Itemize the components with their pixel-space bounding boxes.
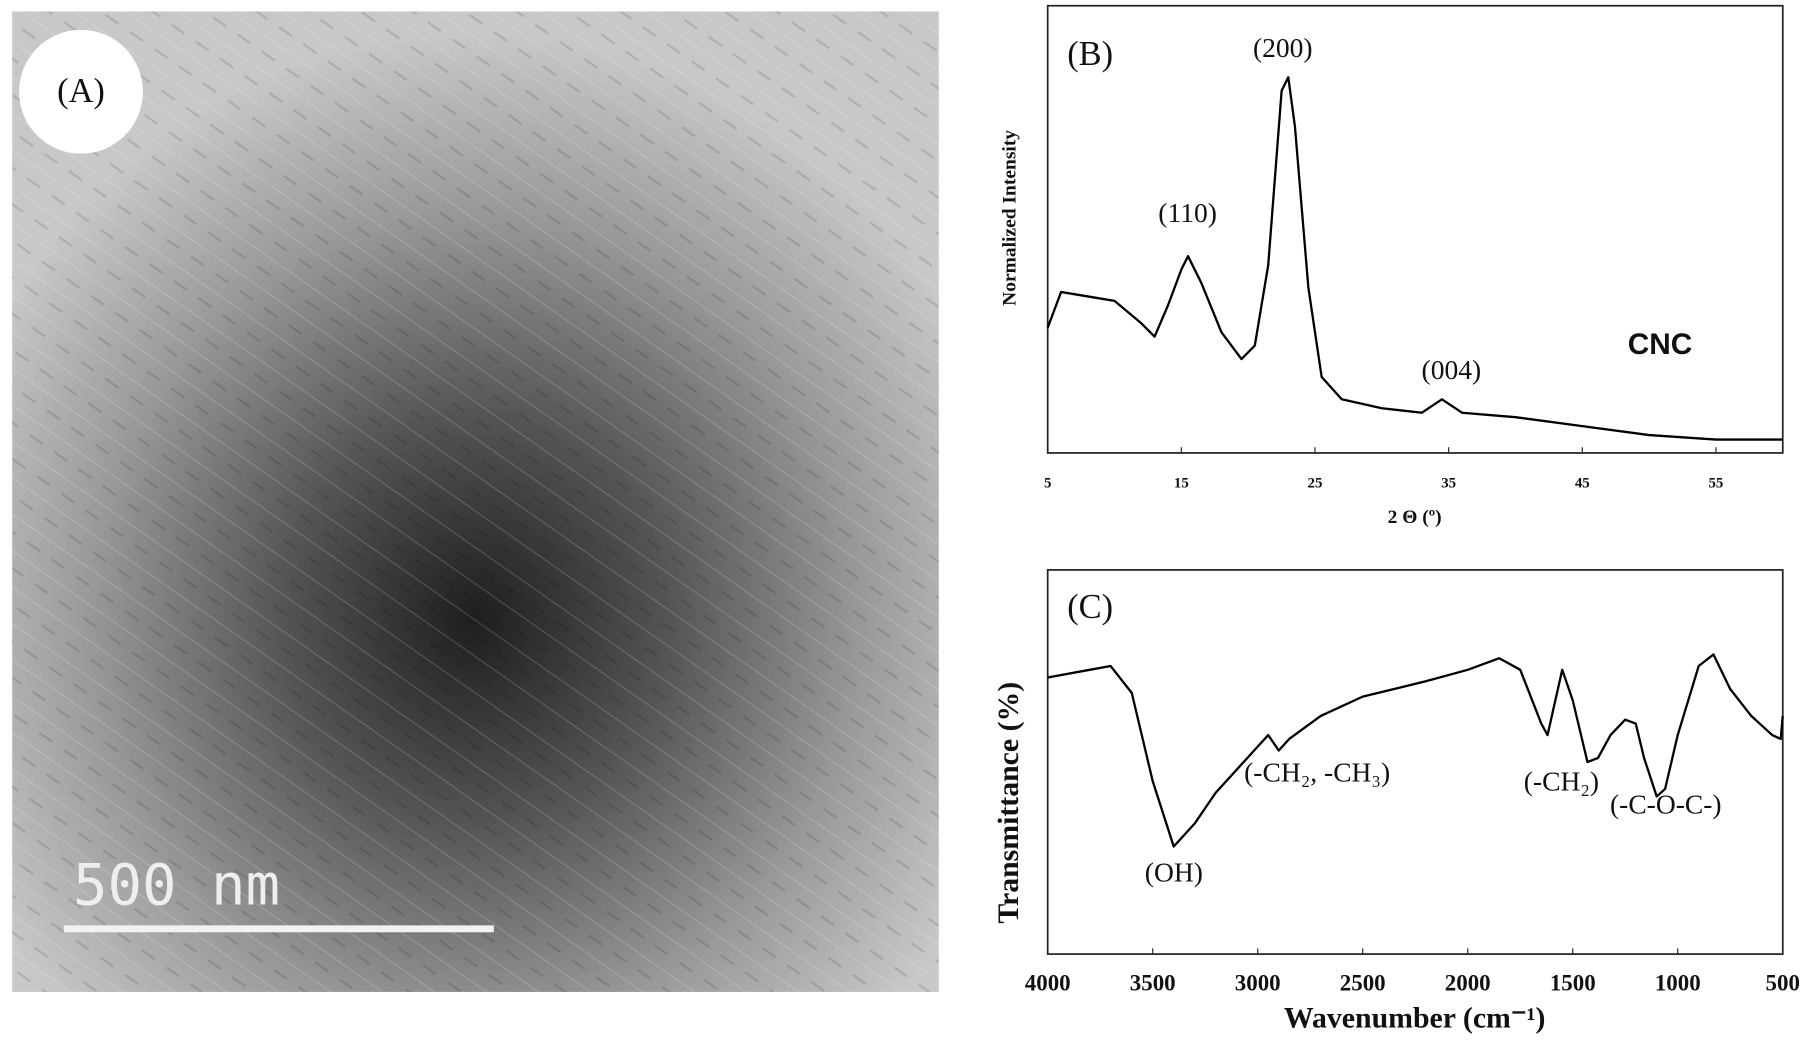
chart: (B) 5 15 25 35 45 55 2 Θ (º) Normalized Intensit…: [999, 4, 1784, 528]
annotation: (-CH₂): [1524, 766, 1599, 797]
x-tick-label: 25: [1308, 475, 1323, 491]
annotation: (110): [1158, 197, 1217, 228]
x-tick-label: 1000: [1655, 970, 1701, 995]
annotation: (004): [1422, 354, 1482, 385]
panel-label: (A): [57, 72, 105, 110]
data-line: [1046, 76, 1783, 441]
panel-label-bg: [19, 29, 143, 154]
plot-frame: [1046, 4, 1784, 454]
x-tick-label: 15: [1174, 475, 1189, 491]
annotation: CNC: [1628, 328, 1693, 361]
annotation: (-C-O-C-): [1610, 789, 1722, 820]
x-tick-label: 5: [1044, 475, 1051, 491]
panel-label: (B): [1067, 35, 1113, 73]
x-tick-label: 3000: [1235, 970, 1281, 995]
scale-bar-label: 500 nm: [73, 851, 280, 918]
x-tick-label: 4000: [1025, 970, 1071, 995]
data-line: [1047, 653, 1784, 848]
x-tick-label: 2500: [1340, 970, 1386, 995]
x-tick-label: 55: [1708, 475, 1723, 491]
x-tick-label: 45: [1575, 475, 1590, 491]
x-tick-label: 35: [1441, 475, 1456, 491]
y-axis-label: Transmittance (%): [992, 682, 1025, 924]
x-axis-label: 2 Θ (º): [1388, 507, 1442, 528]
annotation: (-CH₂, -CH₃): [1244, 757, 1390, 788]
x-tick-label: 500: [1766, 970, 1800, 995]
tem-texture: [12, 11, 939, 992]
x-tick-label: 2000: [1445, 970, 1491, 995]
x-tick-label: 3500: [1130, 970, 1176, 995]
plot-frame: [1046, 569, 1784, 955]
x-axis-label: Wavenumber (cm⁻¹): [1284, 1001, 1546, 1034]
panel-label: (C): [1067, 588, 1113, 626]
annotation: (200): [1253, 32, 1313, 63]
chart: (C) 4000 3500 3000 2500 2000 1500 1000 500 Wavenu…: [992, 569, 1800, 1034]
annotation: (OH): [1145, 856, 1203, 887]
y-axis-label: Normalized Intensity: [999, 130, 1020, 306]
tem-panel: (A) 500 nm: [12, 11, 939, 992]
x-tick-label: 1500: [1550, 970, 1596, 995]
